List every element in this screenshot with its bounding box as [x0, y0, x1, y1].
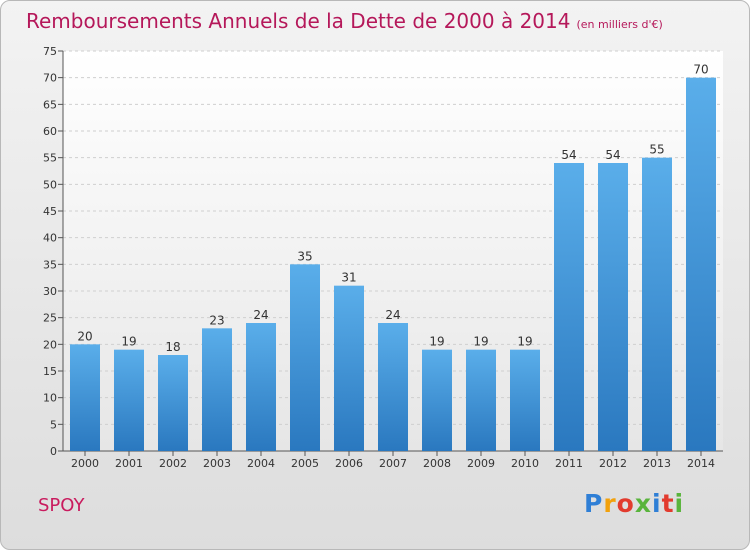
x-tick-label: 2011: [555, 457, 583, 470]
bar: [598, 163, 628, 451]
bar: [158, 355, 188, 451]
logo-letter: i: [652, 489, 662, 518]
bar-value-label: 35: [297, 249, 312, 263]
bar-value-label: 19: [429, 335, 444, 349]
bar-value-label: 54: [561, 148, 576, 162]
y-tick-label: 45: [43, 205, 57, 218]
y-tick-label: 10: [43, 392, 57, 405]
bar: [642, 157, 672, 451]
bar: [334, 285, 364, 451]
x-tick-label: 2003: [203, 457, 231, 470]
y-tick-label: 30: [43, 285, 57, 298]
logo-letter: x: [634, 489, 652, 518]
bar-value-label: 55: [649, 143, 664, 157]
bar-value-label: 19: [517, 335, 532, 349]
bar: [510, 349, 540, 451]
x-tick-label: 2012: [599, 457, 627, 470]
x-tick-label: 2014: [687, 457, 715, 470]
chart-subtitle: (en milliers d'€): [576, 18, 663, 31]
logo-letter: P: [584, 489, 604, 518]
y-tick-label: 50: [43, 178, 57, 191]
bar: [686, 77, 716, 452]
chart-title-text: Remboursements Annuels de la Dette de 20…: [26, 9, 571, 33]
x-tick-label: 2005: [291, 457, 319, 470]
y-tick-label: 70: [43, 72, 57, 85]
x-tick-label: 2007: [379, 457, 407, 470]
y-tick-label: 40: [43, 232, 57, 245]
x-tick-label: 2004: [247, 457, 275, 470]
y-tick-label: 55: [43, 152, 57, 165]
bar: [114, 349, 144, 451]
y-tick-label: 5: [50, 418, 57, 431]
y-tick-label: 25: [43, 312, 57, 325]
x-tick-label: 2013: [643, 457, 671, 470]
logo-letter: o: [616, 489, 635, 518]
bar-value-label: 31: [341, 271, 356, 285]
logo-letter: i: [674, 489, 685, 518]
x-tick-label: 2002: [159, 457, 187, 470]
bar: [70, 344, 100, 451]
x-tick-label: 2001: [115, 457, 143, 470]
y-tick-label: 20: [43, 338, 57, 351]
bar: [422, 349, 452, 451]
logo-letter: t: [661, 489, 675, 518]
bar: [466, 349, 496, 451]
y-tick-label: 75: [43, 45, 57, 58]
y-tick-label: 35: [43, 258, 57, 271]
bar: [246, 323, 276, 451]
x-tick-label: 2000: [71, 457, 99, 470]
bar-value-label: 24: [253, 308, 268, 322]
x-tick-label: 2008: [423, 457, 451, 470]
x-tick-label: 2006: [335, 457, 363, 470]
logo-letter: r: [603, 489, 617, 518]
bar-value-label: 23: [209, 313, 224, 327]
bar-value-label: 24: [385, 308, 400, 322]
x-tick-label: 2009: [467, 457, 495, 470]
bar-value-label: 70: [693, 63, 708, 77]
y-tick-label: 0: [50, 445, 57, 458]
bar-value-label: 54: [605, 148, 620, 162]
y-tick-label: 15: [43, 365, 57, 378]
commune-name: SPOY: [38, 495, 85, 516]
bar-value-label: 20: [77, 329, 92, 343]
chart-title: Remboursements Annuels de la Dette de 20…: [26, 9, 663, 33]
bar: [290, 264, 320, 451]
bar-value-label: 19: [121, 335, 136, 349]
x-tick-label: 2010: [511, 457, 539, 470]
bar: [554, 163, 584, 451]
bar: [378, 323, 408, 451]
bar-value-label: 19: [473, 335, 488, 349]
y-tick-label: 65: [43, 98, 57, 111]
bar-value-label: 18: [165, 340, 180, 354]
bar: [202, 328, 232, 451]
proxiti-logo: Proxiti: [584, 489, 684, 518]
y-tick-label: 60: [43, 125, 57, 138]
